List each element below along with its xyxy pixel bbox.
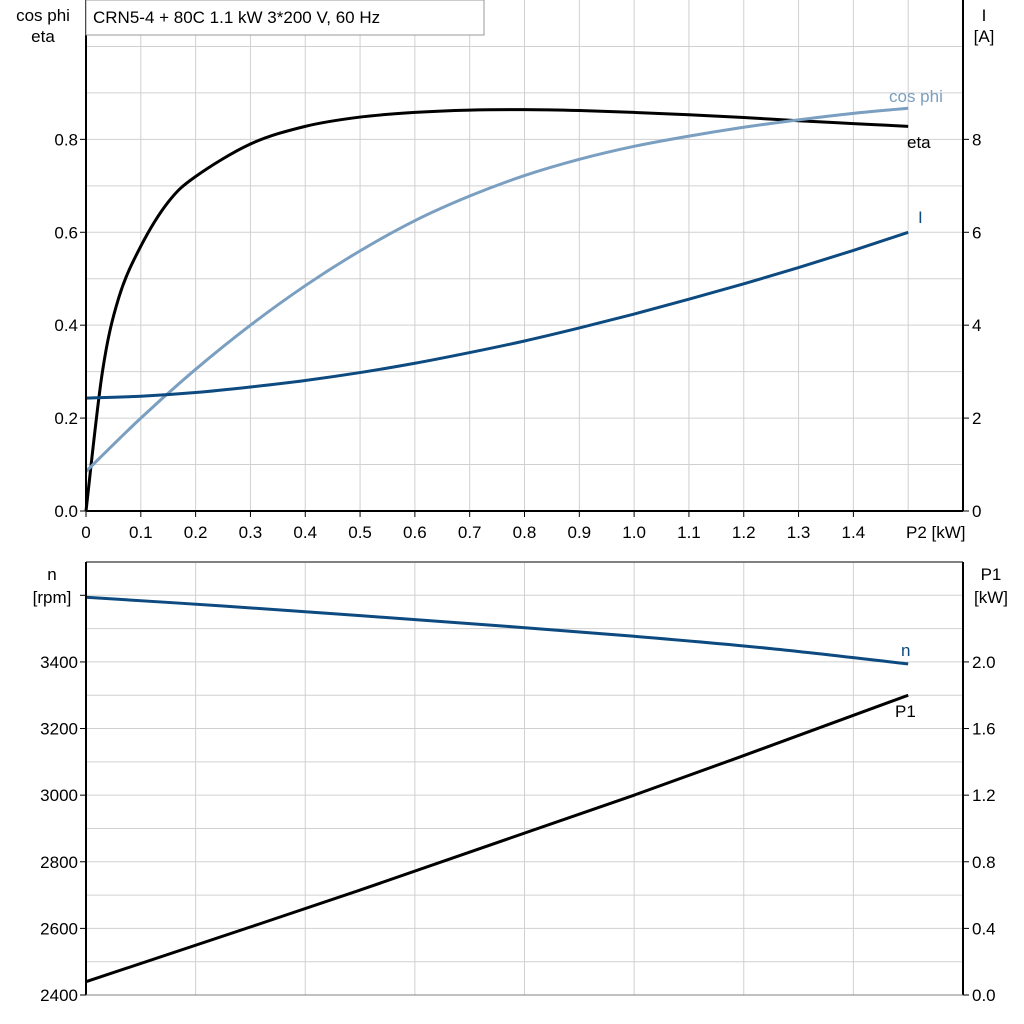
chart-title: CRN5-4 + 80C 1.1 kW 3*200 V, 60 Hz (93, 8, 380, 27)
top-right-y-tick-label: 0 (972, 502, 981, 521)
n-curve (85, 595, 909, 666)
top-left-y-tick-label: 0.0 (54, 502, 78, 521)
title-box (85, 0, 485, 36)
cos-phi-curve (84, 106, 909, 473)
x-tick-label: 0.8 (513, 523, 537, 542)
top-left-axis-label-1: cos phi (16, 6, 70, 25)
x-tick-label: 0.9 (567, 523, 591, 542)
x-tick-label: 0.3 (239, 523, 263, 542)
x-tick-label: 1.1 (677, 523, 701, 542)
bottom-right-y-tick-label: 1.6 (972, 720, 996, 739)
bottom-right-y-tick-label: 0.8 (972, 853, 996, 872)
bottom-left-y-tick-label: 3400 (40, 653, 78, 672)
current-curve-label: I (918, 208, 923, 227)
curves (84, 106, 909, 984)
bottom-right-y-tick-label: 2.0 (972, 653, 996, 672)
eta-curve-label: eta (907, 133, 931, 152)
eta-curve (84, 108, 909, 512)
x-tick-label: 1.0 (622, 523, 646, 542)
speed-curve-label: n (901, 641, 910, 660)
bottom-left-y-tick-label: 3200 (40, 720, 78, 739)
p1-curve (85, 693, 909, 984)
bottom-right-y-tick-label: 0.0 (972, 986, 996, 1005)
bottom-right-axis-label-1: P1 (981, 565, 1002, 584)
x-tick-label: 1.4 (842, 523, 866, 542)
top-left-y-tick-label: 0.4 (54, 316, 78, 335)
bottom-left-y-tick-label: 2400 (40, 986, 78, 1005)
bottom-left-y-tick-label: 3000 (40, 786, 78, 805)
top-left-y-tick-label: 0.8 (54, 130, 78, 149)
x-tick-label: 0.7 (458, 523, 482, 542)
bottom-left-axis-label-1: n (47, 565, 56, 584)
x-axis-label: P2 [kW] (906, 523, 966, 542)
top-chart-grid (86, 0, 963, 511)
bottom-right-axis-label-2: [kW] (974, 588, 1008, 607)
top-right-axis-label-2: [A] (974, 27, 995, 46)
i-curve (85, 230, 909, 400)
top-right-y-tick-label: 8 (972, 130, 981, 149)
x-tick-label: 0.2 (184, 523, 208, 542)
top-left-y-tick-label: 0.6 (54, 223, 78, 242)
cos-phi-curve-label: cos phi (889, 87, 943, 106)
top-right-y-tick-label: 4 (972, 316, 981, 335)
bottom-left-axis-label-2: [rpm] (33, 588, 72, 607)
bottom-chart-grid (86, 562, 963, 995)
x-tick-label: 0.4 (293, 523, 317, 542)
bottom-left-y-tick-label: 2600 (40, 919, 78, 938)
x-tick-label: 1.3 (787, 523, 811, 542)
bottom-right-y-tick-label: 0.4 (972, 919, 996, 938)
x-tick-label: 1.2 (732, 523, 756, 542)
top-right-y-tick-label: 2 (972, 409, 981, 428)
top-left-axis-label-2: eta (31, 27, 55, 46)
bottom-right-y-tick-label: 1.2 (972, 786, 996, 805)
x-tick-label: 0.1 (129, 523, 153, 542)
x-tick-label: 0 (81, 523, 90, 542)
p1-curve-label: P1 (895, 702, 916, 721)
top-left-y-tick-label: 0.2 (54, 409, 78, 428)
x-tick-label: 0.6 (403, 523, 427, 542)
top-right-y-tick-label: 6 (972, 223, 981, 242)
bottom-left-y-tick-label: 2800 (40, 853, 78, 872)
tick-labels: 0 0.1 0.2 0.3 0.4 0.5 0.6 0.7 0.8 0.9 1.0 1.1 1.2 1.3… (40, 130, 995, 1005)
top-right-axis-label-1: I (982, 6, 987, 25)
x-tick-label: 0.5 (348, 523, 372, 542)
